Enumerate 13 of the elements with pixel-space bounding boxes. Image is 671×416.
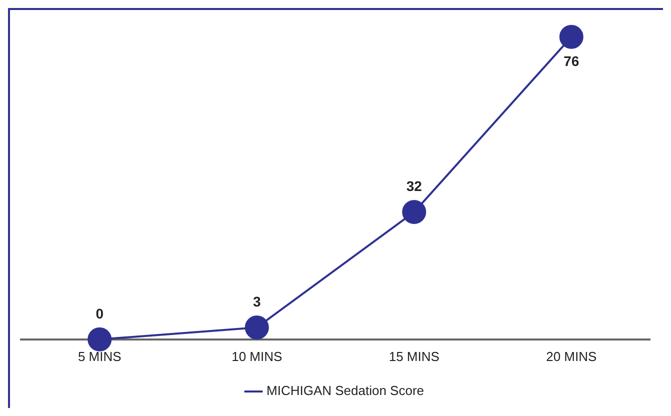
legend-label: MICHIGAN Sedation Score [266, 383, 424, 398]
point [559, 24, 584, 49]
data-label: 3 [252, 293, 261, 310]
point [88, 327, 112, 352]
data-label: 0 [96, 305, 104, 322]
x-tick-label: 10 MINS [232, 348, 282, 364]
data-label: 76 [564, 52, 580, 69]
x-tick-label: 5 MINS [78, 348, 122, 364]
point [244, 315, 269, 340]
x-tick-label: 15 MINS [388, 348, 440, 364]
point [402, 200, 426, 224]
data-label: 32 [406, 178, 422, 194]
x-tick-label: 20 MINS [546, 348, 597, 364]
